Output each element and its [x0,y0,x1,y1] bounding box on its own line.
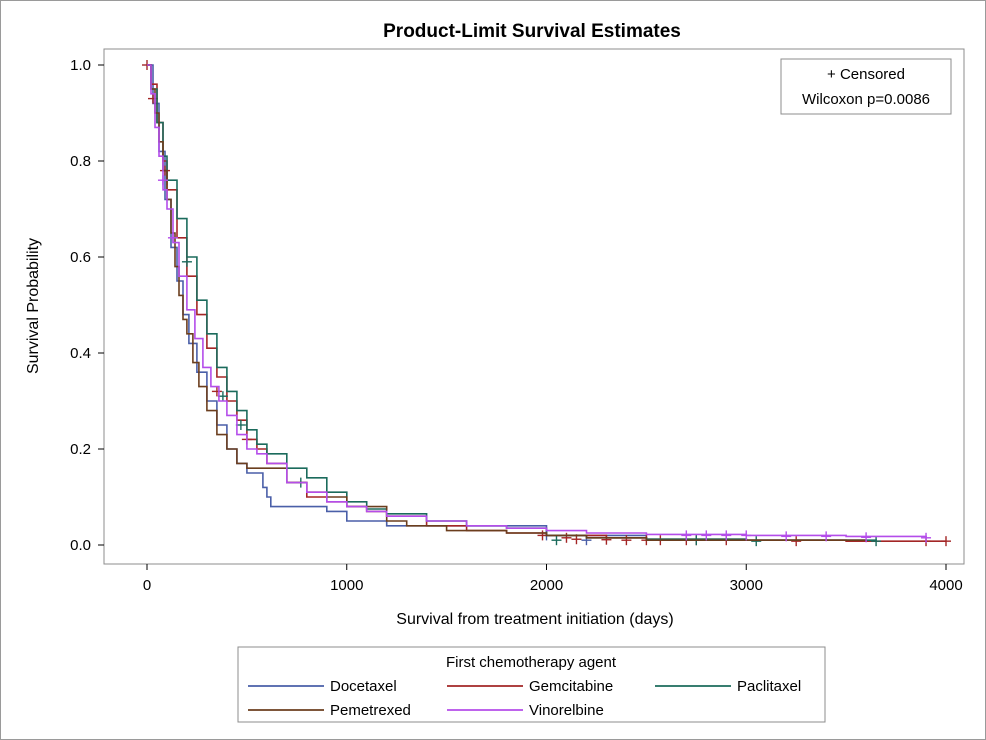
vinorelbine-censor-mark [167,232,178,243]
legend-label-pemetrexed: Pemetrexed [330,702,411,719]
y-tick-label: 1.0 [70,57,91,74]
vinorelbine-censor-mark [681,530,692,541]
vinorelbine-censor-mark [701,530,712,541]
gemcitabine-censor-mark [791,536,802,547]
x-tick-label: 2000 [530,577,563,594]
y-tick-label: 0.0 [70,537,91,554]
legend-label-gemcitabine: Gemcitabine [529,678,613,695]
x-axis-label: Survival from treatment initiation (days… [396,611,673,628]
y-tick-label: 0.2 [70,441,91,458]
legend-label-paclitaxel: Paclitaxel [737,678,801,695]
y-tick-label: 0.8 [70,153,91,170]
legend-label-vinorelbine: Vinorelbine [529,702,604,719]
y-tick-label: 0.4 [70,345,91,362]
paclitaxel-curve [147,64,877,542]
survival-curves [142,60,951,547]
y-tick-label: 0.6 [70,249,91,266]
gemcitabine-censor-mark [601,534,612,545]
legend-frame [237,646,826,723]
paclitaxel-censor-mark [751,536,762,547]
vinorelbine-censor-mark [157,175,168,186]
paclitaxel-censor-mark [551,535,562,546]
gemcitabine-curve [147,64,946,542]
gemcitabine-censor-mark [561,532,572,543]
y-axis-label: Survival Probability [25,238,42,374]
gemcitabine-censor-mark [621,535,632,546]
legend: First chemotherapy agent Docetaxel Gemcit… [237,646,826,723]
legend-label-docetaxel: Docetaxel [330,678,397,695]
vinorelbine-censor-mark [781,531,792,542]
paclitaxel-censor-mark [181,256,192,267]
y-axis: 0.0 0.2 0.4 0.6 0.8 1.0 [70,57,104,554]
x-tick-label: 4000 [929,577,962,594]
vinorelbine-censor-mark [821,531,832,542]
x-tick-label: 0 [143,577,151,594]
vinorelbine-curve [147,64,927,538]
paclitaxel-censor-mark [871,536,882,547]
vinorelbine-censor-mark [741,530,752,541]
x-tick-label: 1000 [330,577,363,594]
inset-box: + Censored Wilcoxon p=0.0086 [780,58,952,115]
inset-frame [780,58,952,115]
gemcitabine-censor-mark [211,386,222,397]
legend-title: First chemotherapy agent [446,654,617,671]
pemetrexed-curve [147,64,867,542]
plot-area [103,48,965,565]
chart-title: Product-Limit Survival Estimates [383,21,681,42]
x-axis: 0 1000 2000 3000 4000 [143,564,963,594]
wilcoxon-note: Wilcoxon p=0.0086 [802,91,930,108]
vinorelbine-censor-mark [921,532,932,543]
vinorelbine-censor-mark [721,530,732,541]
gemcitabine-censor-mark [941,536,951,547]
censored-note: + Censored [827,66,905,83]
vinorelbine-censor-mark [861,532,872,543]
x-tick-label: 3000 [730,577,763,594]
